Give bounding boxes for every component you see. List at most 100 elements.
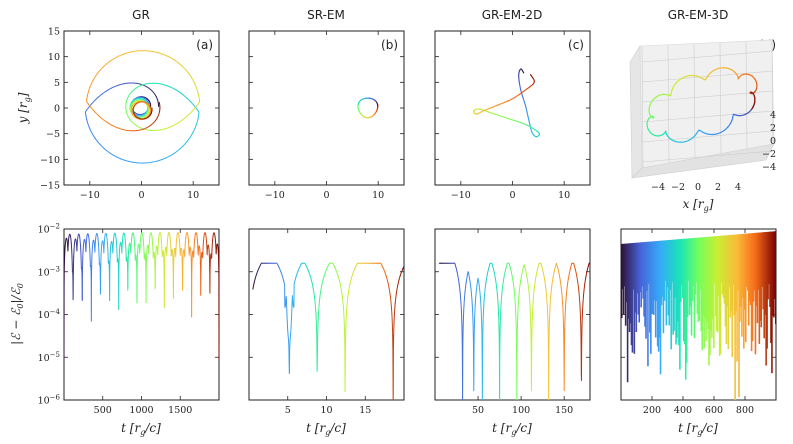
- energy-band: [706, 236, 708, 323]
- series-segment: [147, 243, 150, 255]
- energy-band: [625, 243, 628, 303]
- series-segment: [724, 126, 729, 131]
- series-segment: [87, 234, 91, 247]
- series-segment: [144, 83, 150, 85]
- energy-band: [624, 243, 627, 326]
- series-segment: [463, 290, 466, 308]
- energy-band: [691, 238, 694, 301]
- series-segment: [97, 239, 100, 265]
- series-segment: [213, 232, 216, 237]
- series-segment: [65, 237, 69, 247]
- title-sr-em: SR-EM: [307, 8, 345, 22]
- series-segment: [747, 109, 752, 114]
- series-segment: [527, 285, 531, 300]
- energy-band: [665, 240, 668, 326]
- energy-band: [770, 231, 772, 343]
- x-tick-label-3d: −4: [651, 182, 665, 193]
- series-segment: [67, 236, 70, 252]
- energy-band: [696, 237, 699, 315]
- series-segment: [117, 258, 120, 311]
- orbit-sr-em-line: [357, 97, 379, 119]
- series-segment: [146, 244, 149, 253]
- series-segment: [187, 237, 190, 256]
- series-segment: [139, 128, 144, 131]
- energy-band: [709, 236, 711, 356]
- series-segment: [692, 74, 698, 77]
- series-segment: [559, 278, 562, 288]
- series-segment: [81, 244, 84, 301]
- energy-band: [642, 242, 644, 299]
- grid-line: [641, 50, 774, 63]
- series-segment: [563, 325, 566, 392]
- z-tick-label-3d: −4: [762, 162, 776, 173]
- energy-band: [695, 237, 698, 283]
- title-gr-em-3d: GR-EM-3D: [668, 8, 729, 22]
- series-segment: [295, 273, 298, 279]
- series-segment: [72, 255, 75, 301]
- series-segment: [107, 86, 115, 91]
- energy-band: [775, 231, 776, 325]
- series-segment: [504, 266, 507, 273]
- energy-band: [626, 243, 629, 383]
- series-segment: [197, 92, 201, 102]
- series-segment: [481, 317, 484, 400]
- orbit-gr-em-2d-line: [473, 68, 540, 138]
- energy-band: [702, 237, 704, 316]
- series-segment: [96, 233, 99, 241]
- energy-band: [652, 241, 654, 315]
- series-segment: [177, 233, 181, 246]
- series-segment: [170, 248, 173, 257]
- series-segment: [205, 240, 209, 256]
- energy-band: [658, 240, 661, 338]
- series-segment: [180, 247, 183, 262]
- energy-band: [765, 232, 767, 366]
- series-segment: [129, 242, 132, 254]
- series-segment: [112, 235, 115, 254]
- series-segment: [126, 251, 130, 291]
- series-segment: [154, 245, 158, 274]
- x-tick-label: 0: [323, 190, 329, 201]
- series-segment: [130, 234, 133, 250]
- series-segment: [160, 240, 164, 258]
- series-segment: [191, 250, 194, 270]
- energy-band: [639, 242, 641, 293]
- series-segment: [567, 272, 570, 280]
- panel-label-a: (a): [196, 38, 213, 52]
- series-segment: [138, 84, 143, 88]
- series-segment: [650, 98, 655, 103]
- series-segment: [132, 233, 136, 246]
- series-segment: [325, 267, 328, 272]
- series-segment: [672, 140, 678, 143]
- series-segment: [570, 263, 573, 269]
- x-tick-label: 10: [558, 190, 570, 201]
- energy-band: [693, 237, 696, 338]
- series-segment: [199, 253, 203, 296]
- series-segment: [148, 232, 151, 245]
- series-segment: [485, 273, 488, 282]
- series-segment: [561, 299, 565, 327]
- series-segment: [307, 270, 311, 275]
- energy-band: [713, 236, 715, 349]
- series-segment: [493, 272, 497, 281]
- series-segment: [132, 122, 136, 126]
- series-segment: [469, 279, 472, 290]
- series-segment: [111, 241, 114, 252]
- series-segment: [340, 287, 343, 297]
- series-segment: [516, 313, 519, 400]
- energy-band: [646, 241, 648, 291]
- series-segment: [254, 273, 258, 279]
- grid-line: [719, 42, 722, 154]
- series-segment: [753, 101, 756, 107]
- energy-gr-em-2d: [438, 262, 590, 400]
- series-segment: [348, 284, 351, 292]
- energy-band: [736, 234, 738, 362]
- series-segment: [135, 86, 140, 89]
- energy-band: [769, 231, 771, 307]
- energy-band: [771, 231, 773, 374]
- x-tick-label: 600: [705, 405, 723, 416]
- energy-band: [745, 233, 747, 343]
- series-segment: [346, 290, 350, 302]
- energy-band: [698, 237, 701, 321]
- ticks-b: −10 0 10: [249, 30, 404, 201]
- energy-band: [678, 239, 680, 346]
